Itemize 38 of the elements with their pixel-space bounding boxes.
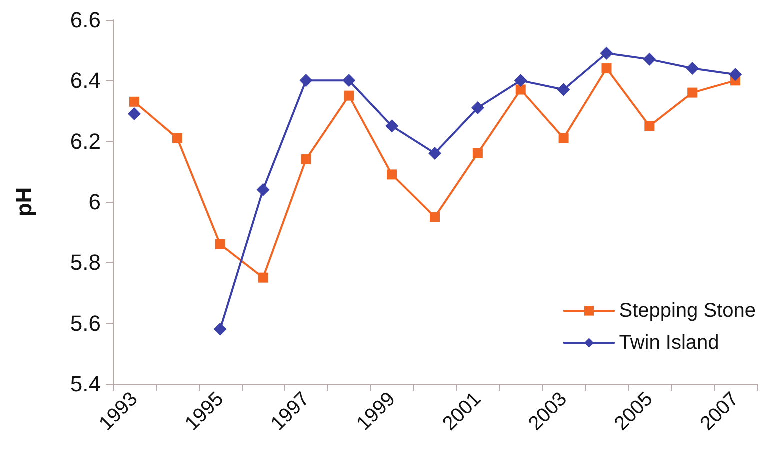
point (472, 148, 483, 158)
point (128, 108, 141, 121)
legend-label: Stepping Stone (619, 300, 756, 322)
point (428, 146, 442, 160)
y-tick-label: 5.6 (70, 310, 101, 336)
point (344, 90, 354, 101)
point (342, 74, 356, 88)
point (172, 133, 182, 144)
y-tick-label: 6.6 (70, 8, 101, 32)
point (430, 212, 440, 222)
point (557, 83, 570, 96)
point (387, 170, 398, 180)
point (643, 52, 656, 66)
point (129, 96, 140, 107)
y-axis-title: pH (12, 187, 36, 217)
legend-label: Twin Island (619, 332, 720, 354)
point (558, 133, 569, 144)
point (215, 239, 226, 250)
point (301, 154, 312, 165)
point (686, 62, 700, 76)
y-tick-label: 5.4 (70, 372, 101, 396)
y-tick-label: 6.2 (70, 128, 101, 154)
point (644, 121, 655, 132)
point (514, 74, 528, 88)
point (256, 183, 270, 196)
point (471, 101, 484, 114)
y-tick-label: 5.8 (70, 250, 101, 276)
point (300, 74, 313, 88)
point (602, 64, 612, 74)
point (729, 68, 742, 82)
point (516, 84, 526, 95)
point (600, 46, 614, 60)
point (386, 120, 399, 133)
y-tick-label: 6.4 (70, 68, 101, 94)
point (214, 322, 227, 336)
point (258, 272, 268, 283)
y-tick-label: 6 (88, 190, 101, 214)
point (688, 88, 698, 98)
